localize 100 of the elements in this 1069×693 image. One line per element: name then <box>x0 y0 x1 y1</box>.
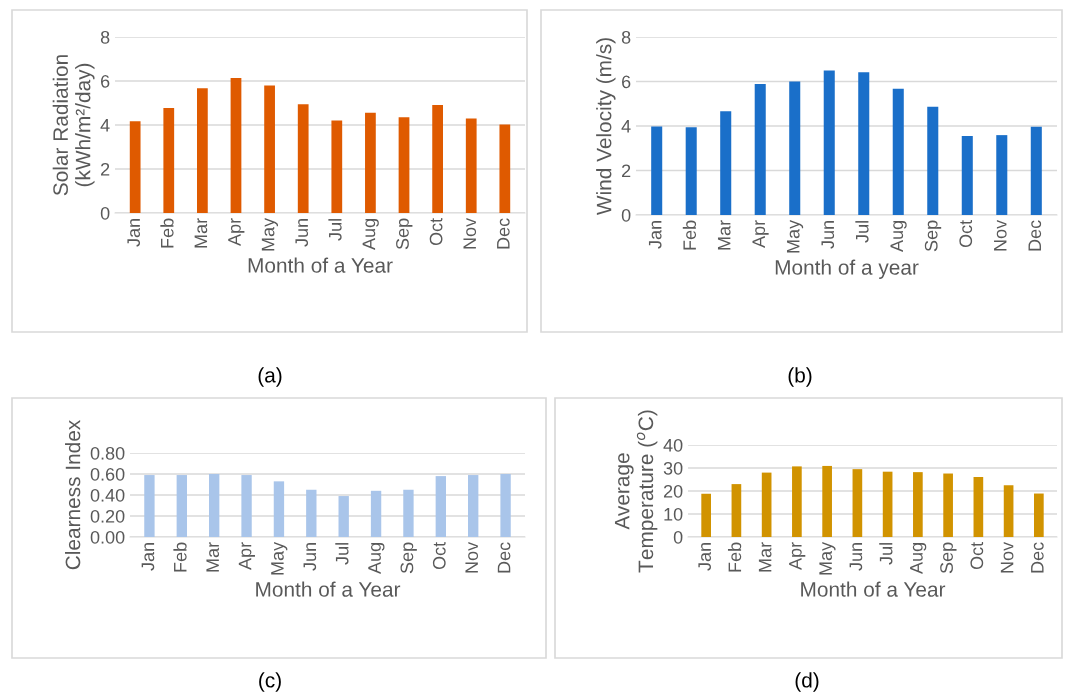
x-tick-label: Feb <box>727 542 742 572</box>
y-tick-label: 2 <box>622 164 631 178</box>
y-tick-label: 2 <box>101 162 110 176</box>
x-tick-label: Oct <box>429 217 443 246</box>
x-tick-label: Aug <box>890 221 907 252</box>
x-tick-label: Nov <box>994 219 1007 251</box>
x-tick-label: Nov <box>463 217 477 249</box>
y-tick-label: 4 <box>100 119 110 132</box>
bar <box>961 136 973 215</box>
text: (d) <box>795 672 819 692</box>
bar <box>822 465 832 537</box>
bar <box>432 104 443 213</box>
bar <box>731 484 742 537</box>
x-tick-label: Apr <box>228 218 245 246</box>
x-axis-title: Month of a Year <box>801 581 946 597</box>
x-tick-label: Mar <box>758 542 772 572</box>
bar <box>273 481 285 537</box>
bar <box>499 124 511 213</box>
x-tick-label: Dec <box>1028 220 1042 251</box>
x-tick-label: Sep <box>396 218 413 250</box>
bar <box>435 476 446 537</box>
bar <box>973 476 984 537</box>
bar <box>241 475 252 537</box>
bar <box>823 70 835 215</box>
x-tick-label: Mar <box>717 220 731 250</box>
bar <box>1030 126 1042 215</box>
y-tick-label: 0.20 <box>90 509 125 523</box>
x-tick-label: May <box>819 541 836 575</box>
x-tick-label: Nov <box>1000 541 1014 573</box>
x-tick-label: Sep <box>400 542 417 574</box>
y-tick-label: 0 <box>673 530 683 544</box>
y-axis-title: Wind Velocity (m/s) <box>596 38 616 216</box>
x-tick-label: Jul <box>879 543 893 565</box>
x-tick-label: May <box>261 217 279 251</box>
x-tick-label: Feb <box>160 218 174 248</box>
x-tick-label: Aug <box>910 543 927 574</box>
x-tick-label: Jun <box>821 221 835 249</box>
x-tick-label: Mar <box>194 218 208 248</box>
bar <box>370 490 382 537</box>
y-axis-title: Clearness Index <box>65 419 81 570</box>
bar <box>701 493 711 537</box>
x-tick-label: Jul <box>855 221 869 243</box>
bar <box>651 126 663 215</box>
x-tick-label: Sep <box>924 220 942 252</box>
x-tick-label: Apr <box>789 542 806 570</box>
y-tick-label: 10 <box>664 507 683 521</box>
x-tick-label: Jan <box>127 219 141 247</box>
bar <box>996 135 1008 215</box>
bar <box>163 108 175 213</box>
x-tick-label: Oct <box>959 219 973 248</box>
x-axis-title: Month of a Year <box>256 581 401 597</box>
y-axis-title: Solar Radiation (kWh/m²/day) <box>52 55 95 196</box>
bar <box>1003 485 1014 537</box>
y-tick-label: 0.40 <box>90 488 125 502</box>
y-tick-label: 8 <box>621 30 631 44</box>
bar <box>858 72 870 215</box>
x-tick-label: Apr <box>752 220 769 248</box>
x-tick-label: Jun <box>303 543 317 571</box>
bar <box>306 489 317 537</box>
x-tick-label: Nov <box>465 541 479 573</box>
x-tick-label: Dec <box>497 542 511 573</box>
x-tick-label: Oct <box>432 541 446 570</box>
y-tick-label: 40 <box>663 438 683 452</box>
y-tick-label: 30 <box>663 461 683 475</box>
y-tick-label: 0 <box>100 206 110 220</box>
bar <box>398 117 410 213</box>
bar <box>913 472 923 537</box>
bar <box>144 475 155 537</box>
x-tick-label: Sep <box>940 542 957 574</box>
y-tick-label: 0.80 <box>90 446 125 460</box>
bar <box>365 112 376 213</box>
bar <box>754 83 766 215</box>
bar <box>720 111 732 215</box>
y-tick-label: 6 <box>622 75 631 89</box>
x-axis-title: Month of a Year <box>248 257 393 273</box>
bar <box>465 118 477 213</box>
bar <box>792 466 802 537</box>
y-tick-label: 0.00 <box>90 530 125 544</box>
x-tick-label: Aug <box>368 543 385 574</box>
y-tick-label: 0 <box>621 208 631 222</box>
bar <box>789 81 801 215</box>
bar <box>892 88 904 215</box>
bar <box>927 106 939 215</box>
bar <box>176 475 187 537</box>
bar <box>264 85 275 213</box>
x-tick-label: Jun <box>849 543 863 571</box>
text: (a) <box>258 367 282 387</box>
text: (c) <box>259 672 281 692</box>
y-tick-label: 4 <box>621 120 631 133</box>
y-axis-title: Average Temperature ($^{o}$C) <box>614 410 658 573</box>
bar <box>297 104 309 213</box>
x-tick-label: Mar <box>206 542 220 572</box>
y-tick-label: 20 <box>663 484 683 498</box>
bar <box>209 474 220 537</box>
x-tick-label: Dec <box>497 218 510 249</box>
bar <box>1034 493 1044 537</box>
x-tick-label: Feb <box>173 542 187 572</box>
text: (b) <box>788 367 812 387</box>
bar <box>761 472 772 537</box>
bar <box>331 120 343 213</box>
